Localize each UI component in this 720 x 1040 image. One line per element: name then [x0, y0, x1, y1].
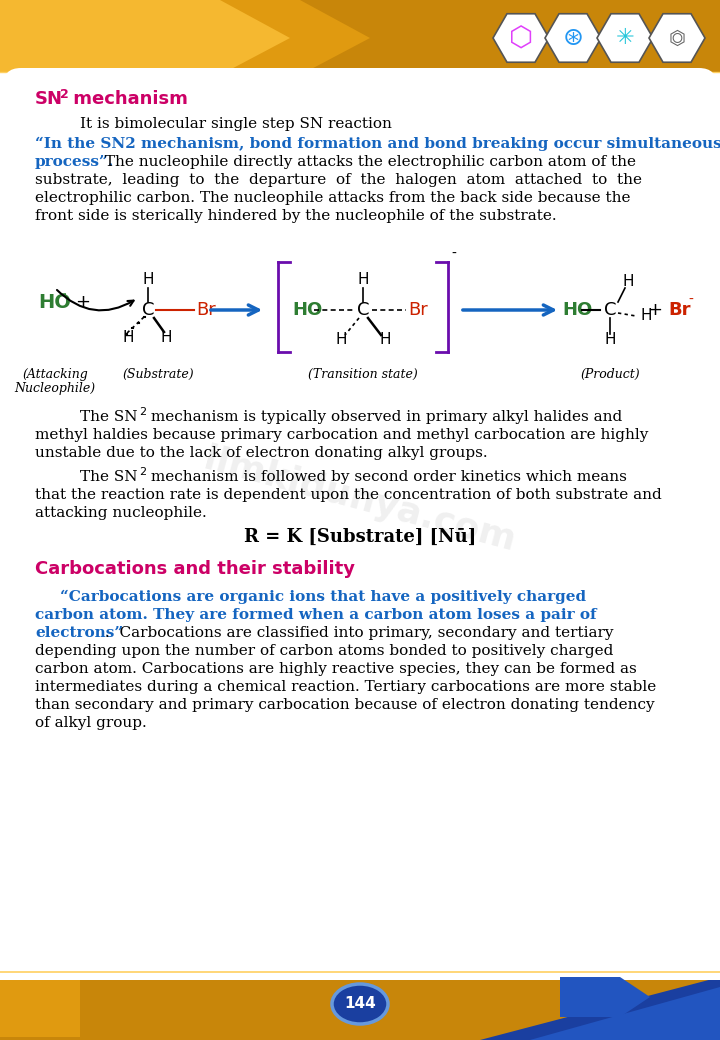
Text: -: -: [451, 246, 456, 261]
Polygon shape: [530, 987, 720, 1040]
Text: attacking nucleophile.: attacking nucleophile.: [35, 506, 207, 520]
Text: 2: 2: [60, 88, 68, 101]
Text: SN: SN: [35, 90, 63, 108]
Text: ilmkidunya.com: ilmkidunya.com: [200, 442, 520, 558]
Text: mechanism is typically observed in primary alkyl halides and: mechanism is typically observed in prima…: [146, 410, 622, 424]
Text: than secondary and primary carbocation because of electron donating tendency: than secondary and primary carbocation b…: [35, 698, 654, 712]
Text: electrons”: electrons”: [35, 626, 123, 640]
Text: +: +: [75, 293, 90, 311]
Polygon shape: [0, 972, 720, 1040]
Text: C: C: [356, 301, 369, 319]
Text: H: H: [357, 272, 369, 287]
Text: carbon atom. They are formed when a carbon atom loses a pair of: carbon atom. They are formed when a carb…: [35, 608, 597, 622]
Text: H: H: [379, 333, 391, 347]
Text: HO: HO: [38, 292, 71, 312]
Text: It is bimolecular single step SN reaction: It is bimolecular single step SN reactio…: [80, 116, 397, 131]
Polygon shape: [0, 0, 720, 75]
Text: mechanism: mechanism: [67, 90, 188, 108]
Text: ⊛: ⊛: [562, 26, 583, 50]
Text: -: -: [688, 293, 693, 307]
Text: The SN: The SN: [80, 470, 138, 484]
Text: 144: 144: [344, 996, 376, 1012]
Text: ⬡: ⬡: [509, 24, 533, 52]
Text: C: C: [142, 301, 154, 319]
Text: process”.: process”.: [35, 155, 114, 168]
Text: +: +: [647, 301, 662, 319]
Ellipse shape: [332, 984, 388, 1024]
Text: Carbocations and their stability: Carbocations and their stability: [35, 560, 355, 578]
Text: The SN: The SN: [80, 410, 138, 424]
Text: unstable due to the lack of electron donating alkyl groups.: unstable due to the lack of electron don…: [35, 446, 487, 460]
Text: .  Carbocations are classified into primary, secondary and tertiary: . Carbocations are classified into prima…: [105, 626, 613, 640]
Text: ⏣: ⏣: [668, 28, 685, 48]
Text: (Product): (Product): [580, 368, 640, 381]
Text: H: H: [640, 308, 652, 322]
Text: (Attacking: (Attacking: [22, 368, 88, 381]
Text: Br: Br: [408, 301, 428, 319]
FancyBboxPatch shape: [0, 72, 720, 980]
Text: “In the SN2 mechanism, bond formation and bond breaking occur simultaneously in : “In the SN2 mechanism, bond formation an…: [35, 137, 720, 151]
Text: methyl haldies because primary carbocation and methyl carbocation are highly: methyl haldies because primary carbocati…: [35, 428, 649, 442]
Polygon shape: [0, 0, 290, 75]
Text: -: -: [60, 287, 66, 301]
Text: intermediates during a chemical reaction. Tertiary carbocations are more stable: intermediates during a chemical reaction…: [35, 680, 656, 694]
Polygon shape: [480, 977, 720, 1040]
Polygon shape: [0, 0, 370, 75]
Text: (Substrate): (Substrate): [122, 368, 194, 381]
Text: Br: Br: [668, 301, 690, 319]
Text: Nucleophile): Nucleophile): [14, 382, 96, 395]
Text: H: H: [604, 333, 616, 347]
Polygon shape: [560, 977, 650, 1017]
Text: substrate,  leading  to  the  departure  of  the  halogen  atom  attached  to  t: substrate, leading to the departure of t…: [35, 173, 642, 187]
Text: C: C: [604, 301, 616, 319]
Text: H: H: [336, 333, 347, 347]
Text: 2: 2: [139, 467, 146, 477]
Text: H: H: [161, 331, 172, 345]
Text: Br: Br: [196, 301, 216, 319]
Text: depending upon the number of carbon atoms bonded to positively charged: depending upon the number of carbon atom…: [35, 644, 613, 658]
FancyBboxPatch shape: [3, 68, 717, 102]
Text: The nucleophile directly attacks the electrophilic carbon atom of the: The nucleophile directly attacks the ele…: [100, 155, 636, 168]
Text: mechanism is followed by second order kinetics which means: mechanism is followed by second order ki…: [146, 470, 627, 484]
Text: electrophilic carbon. The nucleophile attacks from the back side because the: electrophilic carbon. The nucleophile at…: [35, 191, 631, 205]
Text: ✳: ✳: [616, 28, 634, 48]
Text: front side is sterically hindered by the nucleophile of the substrate.: front side is sterically hindered by the…: [35, 209, 557, 223]
Text: H: H: [143, 272, 154, 287]
Text: 2: 2: [139, 407, 146, 417]
Text: that the reaction rate is dependent upon the concentration of both substrate and: that the reaction rate is dependent upon…: [35, 488, 662, 502]
Text: HO: HO: [292, 301, 323, 319]
Text: of alkyl group.: of alkyl group.: [35, 716, 147, 730]
Text: “Carbocations are organic ions that have a positively charged: “Carbocations are organic ions that have…: [60, 590, 586, 604]
Text: HO: HO: [562, 301, 593, 319]
Text: H: H: [122, 331, 134, 345]
Polygon shape: [0, 72, 720, 980]
Text: H: H: [622, 275, 634, 289]
Text: carbon atom. Carbocations are highly reactive species, they can be formed as: carbon atom. Carbocations are highly rea…: [35, 662, 636, 676]
Text: (Transition state): (Transition state): [308, 368, 418, 381]
Text: R = K [Substrate] [Nū]: R = K [Substrate] [Nū]: [244, 528, 476, 546]
Polygon shape: [0, 977, 80, 1037]
